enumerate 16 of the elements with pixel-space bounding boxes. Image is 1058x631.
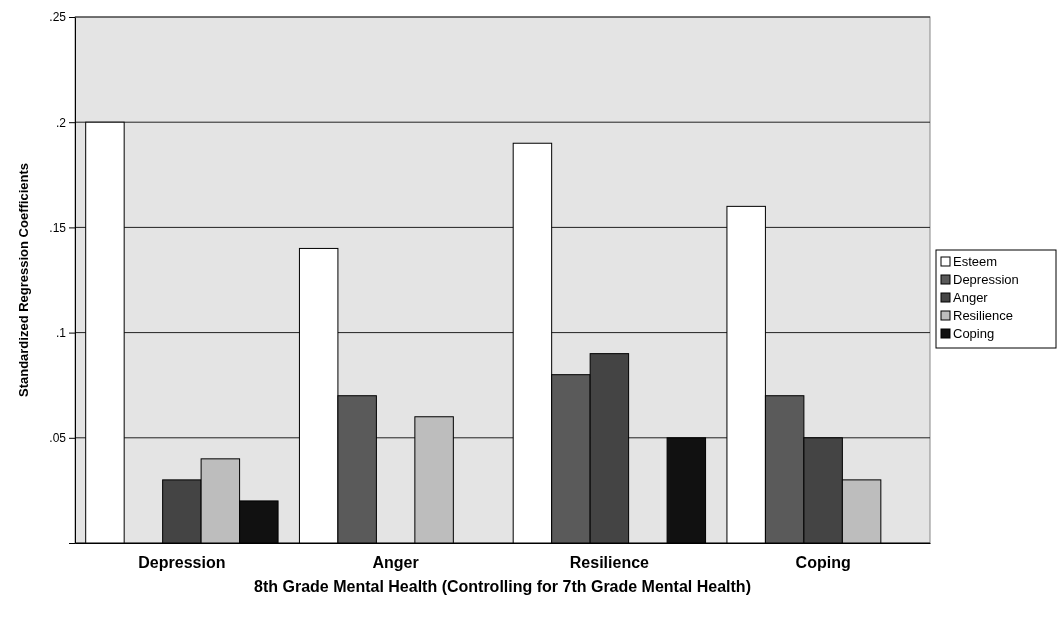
x-tick-label: Anger [372,554,419,572]
legend-label: Depression [953,272,1019,287]
y-tick-label: .15 [49,220,67,235]
y-tick-label: .25 [49,10,67,25]
legend-label: Resilience [953,308,1013,323]
x-tick-label: Resilience [569,554,650,572]
y-tick-label: .05 [49,431,67,446]
legend-label: Esteem [953,254,998,269]
legend-label: Coping [953,326,995,341]
x-axis-title: 8th Grade Mental Health (Controlling for 7th Grade Mental Health) [254,578,751,595]
y-axis-title: Standardized Regression Coefficients [16,162,31,398]
x-tick-label: Depression [138,554,226,572]
x-tick-label: Coping [795,554,851,572]
legend-label: Anger [953,290,989,305]
y-tick-label: .2 [55,115,67,130]
y-tick-label: .1 [55,325,67,340]
